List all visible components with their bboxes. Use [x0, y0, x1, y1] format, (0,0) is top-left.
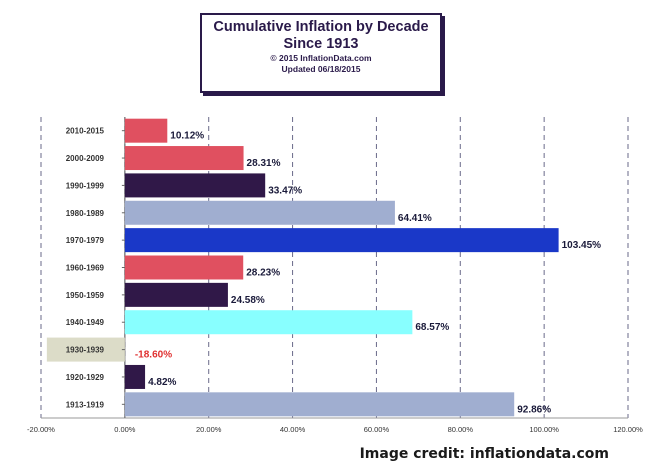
bar	[124, 282, 228, 307]
category-label: 1940-1949	[66, 318, 105, 327]
category-label: 1970-1979	[66, 236, 105, 245]
category-label: 1920-1929	[66, 373, 105, 382]
category-label: 1913-1919	[66, 400, 105, 409]
category-label: 1950-1959	[66, 291, 105, 300]
data-label: 64.41%	[398, 213, 432, 224]
category-label: 1930-1939	[66, 346, 105, 355]
chart-subtitle: Since 1913	[283, 36, 359, 52]
bar	[46, 337, 125, 362]
category-label: 2010-2015	[66, 127, 105, 136]
bar	[124, 118, 168, 143]
category-label: 1960-1969	[66, 264, 105, 273]
bar	[124, 173, 266, 198]
x-tick-label: 0.00%	[114, 425, 136, 434]
copyright-text: © 2015 InflationData.com	[270, 53, 372, 63]
x-tick-label: -20.00%	[27, 425, 55, 434]
chart-title: Cumulative Inflation by Decade	[213, 19, 429, 35]
x-tick-label: 40.00%	[280, 425, 306, 434]
bar	[124, 200, 395, 225]
data-label: 24.58%	[231, 295, 265, 306]
data-label: 92.86%	[517, 404, 551, 415]
bar	[124, 392, 515, 417]
data-label: 4.82%	[148, 377, 176, 388]
data-label: 10.12%	[170, 131, 204, 142]
chart-title-box: Cumulative Inflation by Decade Since 191…	[200, 13, 442, 93]
image-credit: Image credit: inflationdata.com	[359, 446, 609, 462]
data-label: 28.31%	[247, 158, 281, 169]
x-tick-label: 80.00%	[448, 425, 474, 434]
bar	[124, 146, 244, 171]
data-label: -18.60%	[135, 350, 172, 361]
updated-text: Updated 06/18/2015	[281, 64, 361, 74]
data-label: 103.45%	[562, 240, 602, 251]
category-label: 1980-1989	[66, 209, 105, 218]
x-tick-label: 20.00%	[196, 425, 222, 434]
x-tick-label: 120.00%	[613, 425, 643, 434]
x-tick-label: 60.00%	[364, 425, 390, 434]
category-label: 2000-2009	[66, 154, 105, 163]
x-tick-label: 100.00%	[529, 425, 559, 434]
data-label: 68.57%	[415, 322, 449, 333]
data-label: 28.23%	[246, 268, 280, 279]
bar	[124, 310, 413, 335]
category-label: 1990-1999	[66, 181, 105, 190]
bar	[124, 255, 244, 280]
bar	[124, 228, 559, 253]
bar	[124, 364, 146, 389]
data-label: 33.47%	[268, 185, 302, 196]
